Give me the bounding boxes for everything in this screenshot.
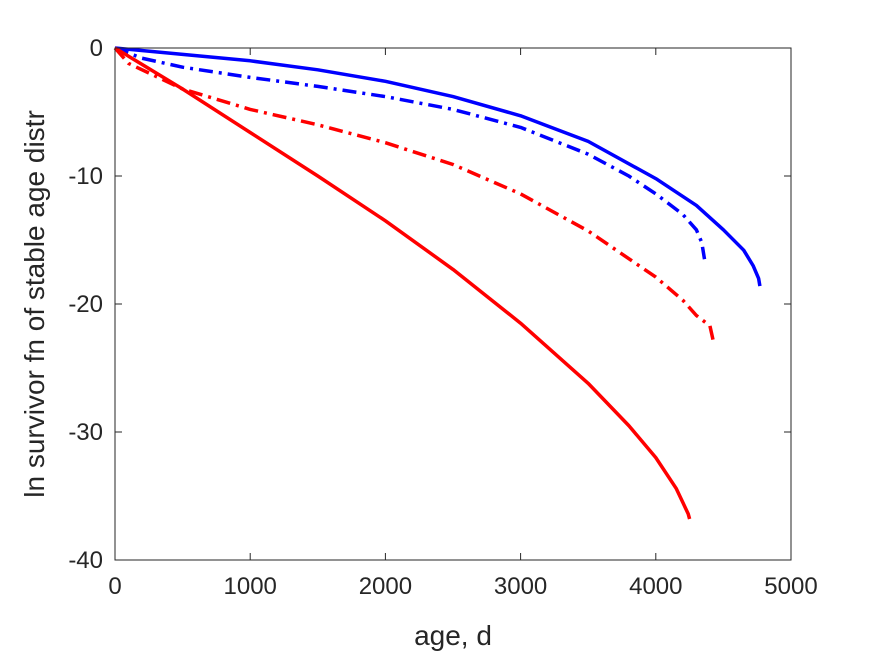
series-layer [113,46,762,520]
x-tick-label: 4000 [629,573,682,600]
x-tick-label: 0 [108,573,121,600]
tick-layer: 0 1000 2000 3000 4000 5000 0 -10 -20 -30 -40 [68,35,817,600]
x-tick-label: 1000 [224,573,277,600]
y-tick-label: -30 [68,419,103,446]
series-line-3 [113,46,716,345]
plot-area [115,48,791,560]
x-axis-label: age, d [414,620,492,651]
x-tick-label: 5000 [764,573,817,600]
x-tick-label: 2000 [359,573,412,600]
y-tick-label: 0 [90,35,103,62]
series-line-2 [114,46,707,260]
series-line-4 [114,46,692,520]
x-tick-label: 3000 [494,573,547,600]
y-tick-label: -10 [68,163,103,190]
series-line-1 [114,46,762,287]
y-tick-label: -40 [68,547,103,574]
y-axis-label: ln survivor fn of stable age distr [19,110,50,498]
y-tick-label: -20 [68,291,103,318]
